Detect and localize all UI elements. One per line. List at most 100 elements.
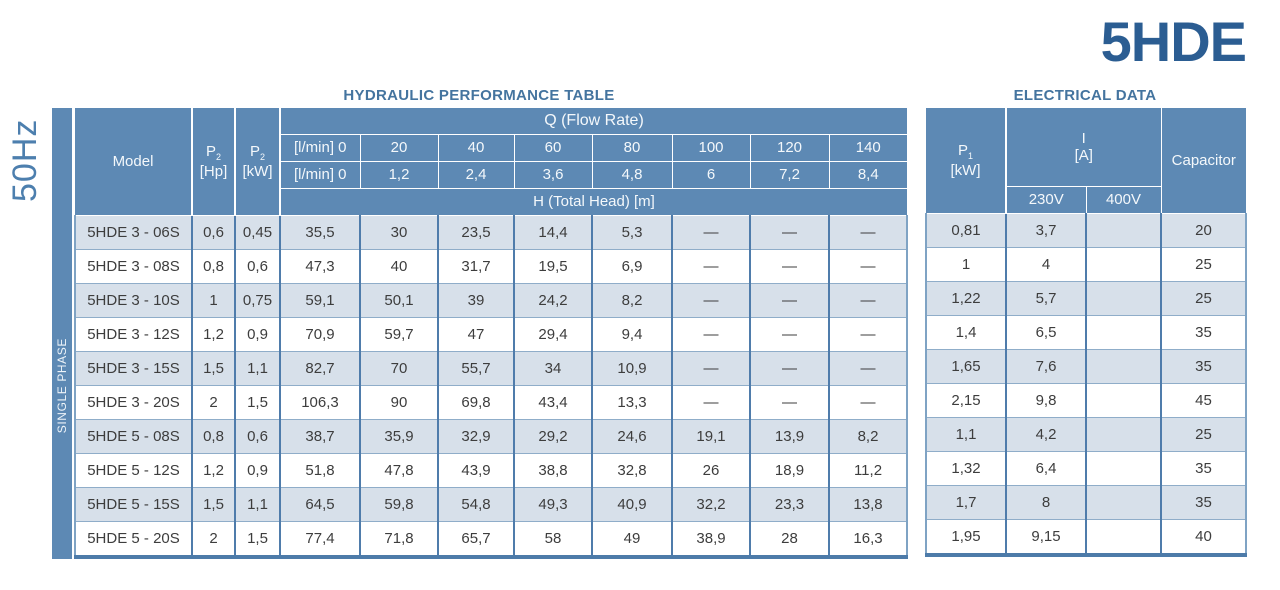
value-cell: 49,3 [513,487,593,522]
p2-kw-column-header: P2 [kW] [234,108,281,216]
value-cell: 25 [1160,417,1247,452]
model-cell: 5HDE 3 - 15S [74,351,193,386]
value-cell: 0,9 [234,317,281,352]
value-cell: 16,3 [828,521,908,558]
page-title: 5HDE [1100,10,1247,73]
value-cell: 13,9 [749,419,830,454]
current-header: I [A] [1005,108,1162,187]
p2-hp-unit: [Hp] [199,162,228,180]
value-cell: 47,8 [359,453,439,488]
single-phase-bar: SINGLE PHASE [52,108,72,559]
value-cell: 59,7 [359,317,439,352]
frequency-label: 50Hz [6,118,44,202]
value-cell: 8,2 [591,283,673,318]
value-cell: 35 [1160,451,1247,486]
value-cell: 30 [359,215,439,250]
q-tick: 1,2 [359,161,439,189]
value-cell: — [671,385,751,420]
value-cell: — [749,385,830,420]
value-cell: 5,7 [1005,281,1087,316]
value-cell: 54,8 [437,487,515,522]
value-cell: 77,4 [279,521,361,558]
value-cell: 31,7 [437,249,515,284]
table-row: 5HDE 5 - 08S 0,8 0,6 38,7 35,9 32,9 29,2 24,6 19… [74,419,908,454]
value-cell: 0,6 [234,249,281,284]
model-cell: 5HDE 5 - 15S [74,487,193,522]
value-cell: 64,5 [279,487,361,522]
value-cell: 0,81 [925,213,1007,248]
electrical-table-body: 0,81 3,7 20 1 4 25 1,22 5,7 25 1,4 6,5 35 1,65 7,6 35 2… [925,213,1247,556]
value-cell: 38,7 [279,419,361,454]
p1-symbol: P [957,142,968,160]
value-cell: 35 [1160,485,1247,520]
value-cell: 0,6 [191,215,236,250]
value-cell: 2 [191,521,236,558]
table-row: 1,7 8 35 [925,485,1247,520]
value-cell: 49 [591,521,673,558]
value-cell: 2 [191,385,236,420]
p2-kw-unit: [kW] [242,162,273,180]
value-cell: 9,15 [1005,519,1087,556]
value-cell: — [671,249,751,284]
value-cell: 6,5 [1005,315,1087,350]
model-cell: 5HDE 3 - 12S [74,317,193,352]
value-cell: 1,5 [234,385,281,420]
q-tick: 140 [828,134,907,162]
value-cell: 90 [359,385,439,420]
value-cell: 32,8 [591,453,673,488]
electrical-table-header: P1 [kW] I [A] Capacitor 230V 400V [926,108,1246,214]
value-cell: 26 [671,453,751,488]
p1-unit: [kW] [950,161,981,179]
table-row: 1,1 4,2 25 [925,417,1247,452]
q-tick: 3,6 [513,161,593,189]
value-cell: 1,32 [925,451,1007,486]
model-cell: 5HDE 3 - 08S [74,249,193,284]
value-cell: 1,4 [925,315,1007,350]
value-cell: 0,45 [234,215,281,250]
value-cell: 32,9 [437,419,515,454]
value-cell: 7,6 [1005,349,1087,384]
table-row: 5HDE 3 - 20S 2 1,5 106,3 90 69,8 43,4 13,3— — — [74,385,908,420]
hydraulic-performance-table: Model P2 [Hp] P2 [kW] Q (Flow Rate) [l/m… [74,108,908,559]
value-cell: 70 [359,351,439,386]
value-cell: — [828,283,908,318]
value-cell: 1,1 [234,487,281,522]
value-cell: 35 [1160,315,1247,350]
model-cell: 5HDE 5 - 08S [74,419,193,454]
value-cell: — [671,351,751,386]
value-cell: 59,8 [359,487,439,522]
value-cell: — [828,317,908,352]
model-cell: 5HDE 3 - 06S [74,215,193,250]
value-cell: — [671,215,751,250]
voltage-230-header: 230V [1006,186,1087,214]
value-cell: — [749,283,830,318]
value-cell: 4,2 [1005,417,1087,452]
table-row: 1,22 5,7 25 [925,281,1247,316]
value-cell: 47 [437,317,515,352]
value-cell: 4 [1005,247,1087,282]
value-cell: 38,9 [671,521,751,558]
value-cell [1085,349,1162,384]
value-cell: 1,1 [925,417,1007,452]
q-tick: 120 [749,134,830,162]
model-cell: 5HDE 5 - 20S [74,521,193,558]
value-cell: 0,8 [191,249,236,284]
value-cell: — [828,249,908,284]
value-cell: 1,1 [234,351,281,386]
current-unit: [A] [1074,147,1093,164]
value-cell: — [828,351,908,386]
value-cell: 51,8 [279,453,361,488]
p2-hp-column-header: P2 [Hp] [191,108,236,216]
value-cell: 50,1 [359,283,439,318]
value-cell: 35,9 [359,419,439,454]
table-row: 5HDE 3 - 15S 1,5 1,1 82,7 70 55,7 34 10,9— — — [74,351,908,386]
value-cell: 71,8 [359,521,439,558]
value-cell: 65,7 [437,521,515,558]
value-cell [1085,247,1162,282]
value-cell: — [671,317,751,352]
value-cell: 24,6 [591,419,673,454]
value-cell: — [749,317,830,352]
value-cell: 38,8 [513,453,593,488]
value-cell: 1,5 [191,487,236,522]
